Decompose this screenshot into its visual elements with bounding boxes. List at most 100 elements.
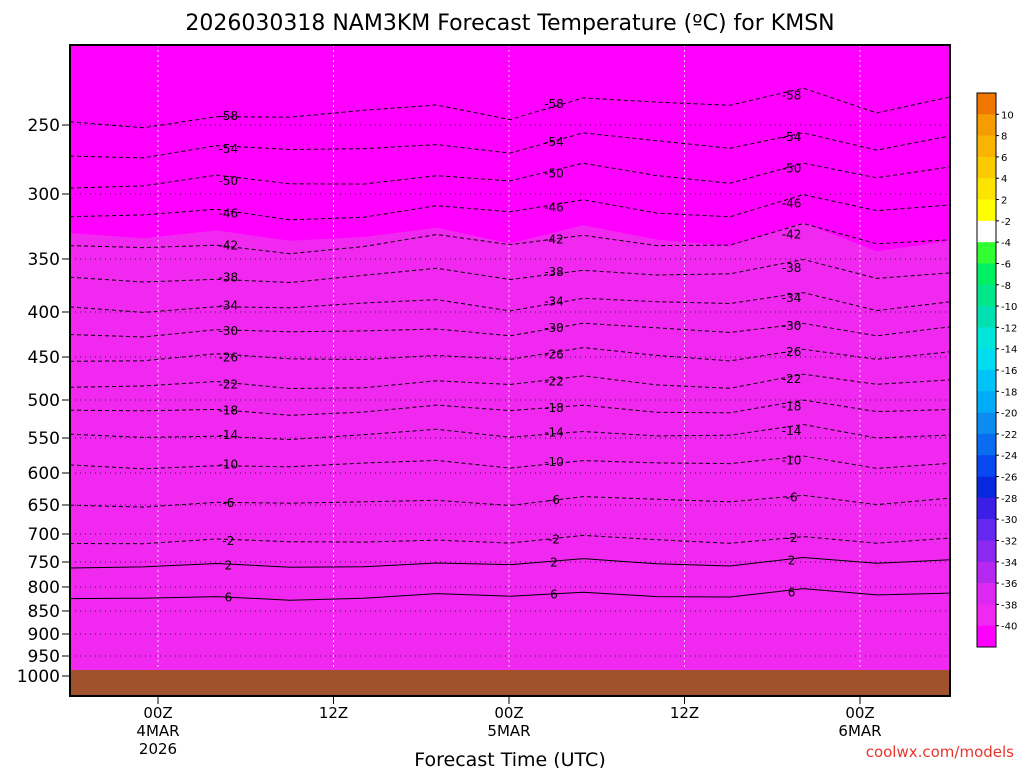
contour-line xyxy=(70,222,950,255)
pressure-tick-label: 900 xyxy=(28,625,60,645)
contour-label: -2 xyxy=(222,534,234,548)
colorbar-swatch xyxy=(977,370,996,392)
contour-label: -46 xyxy=(219,206,239,220)
pressure-tick-label: 750 xyxy=(28,553,60,573)
colorbar-tick-label: 8 xyxy=(1001,132,1007,143)
colorbar-tick-label: -2 xyxy=(1001,217,1011,228)
pressure-tick-label: 350 xyxy=(28,250,60,270)
colorbar-swatch xyxy=(977,284,996,307)
contour-label: -22 xyxy=(782,372,802,386)
time-tick-label: 5MAR xyxy=(487,722,530,740)
colorbar-tick-label: -40 xyxy=(1001,622,1017,633)
contour-label: 6 xyxy=(788,585,796,599)
colorbar-swatch xyxy=(977,455,996,477)
colorbar-tick-label: -30 xyxy=(1001,515,1017,526)
colorbar-labels: 10 8 6 4 2 -2 -4 -6 -8 -10 -12 -14 -16 -18 -20 -22 -24 -2… xyxy=(996,110,1017,633)
colorbar-swatch xyxy=(977,433,996,456)
contour-label: -34 xyxy=(544,294,564,308)
colorbar-tick-label: -12 xyxy=(1001,323,1017,334)
colorbar-tick-label: -28 xyxy=(1001,494,1017,505)
colorbar xyxy=(976,92,997,648)
colorbar-swatch xyxy=(977,156,996,179)
colorbar-tick-label: 4 xyxy=(1001,174,1007,185)
contour-line xyxy=(70,588,950,601)
colorbar-swatch xyxy=(977,583,996,605)
contour-label: -6 xyxy=(222,496,234,510)
colorbar-swatch xyxy=(977,476,996,499)
pressure-tick-label: 400 xyxy=(28,303,60,323)
contour-label: -14 xyxy=(782,424,802,438)
time-tick-label: 00Z xyxy=(845,704,874,722)
contour-label: -34 xyxy=(219,299,239,313)
contour-label: -14 xyxy=(219,428,239,442)
colorbar-swatch xyxy=(977,561,996,584)
contour-label: -26 xyxy=(544,347,564,361)
contour-line xyxy=(70,132,950,159)
colorbar-swatch xyxy=(977,242,996,264)
colorbar-tick-label: -36 xyxy=(1001,579,1017,590)
pressure-tick-label: 300 xyxy=(28,185,60,205)
contour-label: -2 xyxy=(786,531,798,545)
plot-frame xyxy=(69,44,951,697)
time-tick-label: 12Z xyxy=(319,704,348,722)
colorbar-swatch xyxy=(977,391,996,413)
colorbar-tick-label: -4 xyxy=(1001,238,1011,249)
contour-line xyxy=(70,399,950,416)
colorbar-swatch xyxy=(977,178,996,200)
colorbar-tick-label: -14 xyxy=(1001,345,1017,356)
colorbar-tick-label: -6 xyxy=(1001,259,1011,270)
colorbar-swatch xyxy=(977,604,996,626)
colorbar-swatch xyxy=(977,220,996,243)
colorbar-tick-label: 2 xyxy=(1001,196,1007,207)
contour-label: -10 xyxy=(544,455,564,469)
colorbar-tick-label: -10 xyxy=(1001,302,1017,313)
colorbar-tick-label: -20 xyxy=(1001,409,1017,420)
pressure-tick-label: 550 xyxy=(28,429,60,449)
contour-label: -58 xyxy=(219,109,239,123)
pressure-tick-label: 450 xyxy=(28,348,60,368)
colorbar-swatch xyxy=(977,519,996,541)
colorbar-swatch xyxy=(977,135,996,158)
pressure-tick-label: 950 xyxy=(28,647,60,667)
contour-label: -2 xyxy=(548,532,560,546)
contour-line xyxy=(70,373,950,390)
time-tick-label: 6MAR xyxy=(838,722,881,740)
contour-label: -10 xyxy=(219,458,239,472)
contour-label: -42 xyxy=(782,228,802,242)
pressure-tick-label: 850 xyxy=(28,602,60,622)
colorbar-tick-label: -32 xyxy=(1001,536,1017,547)
contour-label: 2 xyxy=(225,559,233,573)
contour-label: 2 xyxy=(788,553,796,567)
contour-label: -10 xyxy=(782,453,802,467)
contour-line xyxy=(70,556,950,569)
contour-label: 6 xyxy=(550,588,558,602)
pressure-tick-label: 250 xyxy=(28,116,60,136)
colorbar-tick-label: -22 xyxy=(1001,430,1017,441)
contour-line xyxy=(70,258,950,284)
contour-line xyxy=(70,423,950,441)
colorbar-swatch xyxy=(977,348,996,371)
colorbar-swatch xyxy=(977,327,996,349)
chart-title: 2026030318 NAM3KM Forecast Temperature (… xyxy=(185,11,834,36)
colorbar-swatch xyxy=(977,540,996,563)
colorbar-tick-label: -18 xyxy=(1001,387,1017,398)
contour-label: -42 xyxy=(219,239,239,253)
contour-label: -58 xyxy=(544,97,564,111)
contour-label: -50 xyxy=(219,174,239,188)
contour-label: -6 xyxy=(786,491,798,505)
contour-label: -54 xyxy=(782,130,802,144)
contour-label: -22 xyxy=(544,375,564,389)
contour-label: -30 xyxy=(782,319,802,333)
time-tick-label: 4MAR xyxy=(136,722,179,740)
colorbar-tick-label: 6 xyxy=(1001,153,1007,164)
contour-label: -22 xyxy=(219,378,239,392)
colorbar-tick-label: -38 xyxy=(1001,600,1017,611)
contour-line xyxy=(70,194,950,221)
contour-label: -18 xyxy=(219,403,239,417)
contour-label: -14 xyxy=(544,426,564,440)
colorbar-swatch xyxy=(977,625,996,648)
contour-label: -42 xyxy=(544,232,564,246)
contour-labels: -58 -58 -58 -54 -54 -54 -50 -50 -50 -46 -46 -46 -42 -… xyxy=(219,89,802,605)
contour-line xyxy=(70,87,950,129)
